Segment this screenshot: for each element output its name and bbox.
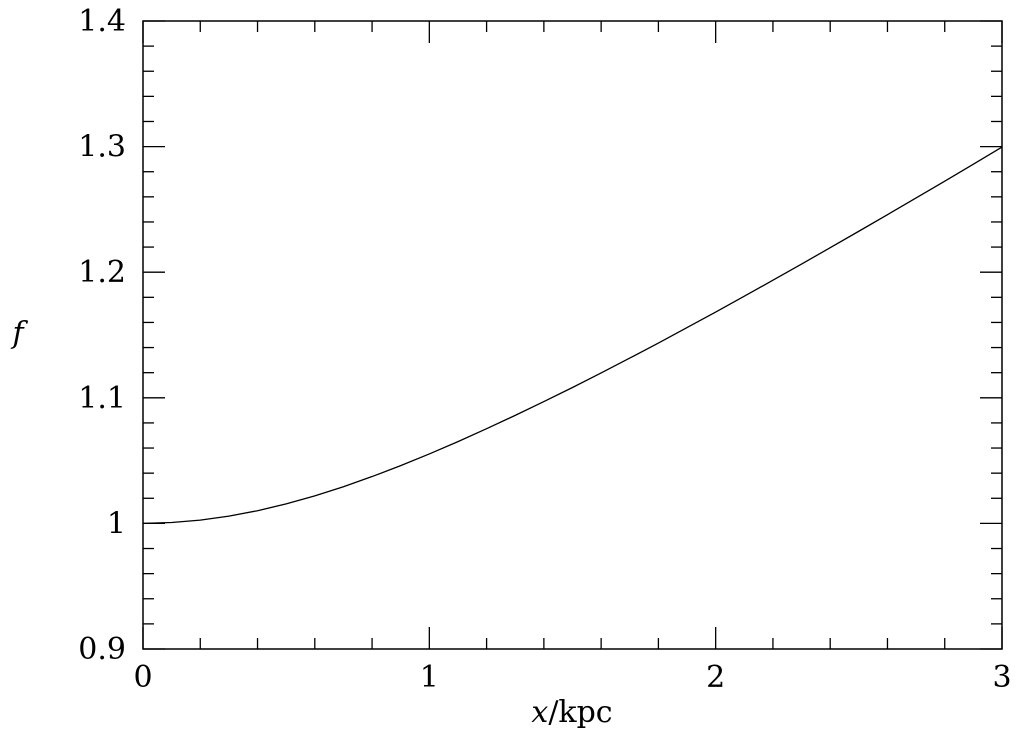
- y-tick-label: 1.2: [78, 255, 126, 290]
- x-axis-label: x/kpc: [531, 695, 612, 730]
- y-tick-label: 1.3: [78, 130, 126, 165]
- x-tick-label: 1: [420, 660, 439, 695]
- y-tick-label: 0.9: [78, 632, 126, 667]
- x-axis-label-unit: /kpc: [548, 695, 612, 730]
- series-line: [142, 146, 1003, 525]
- y-tick-label: 1: [107, 506, 126, 541]
- ticks: [142, 20, 1003, 650]
- x-tick-label: 3: [992, 660, 1011, 695]
- plot-frame: [142, 20, 1003, 650]
- y-tick-label: 1.4: [78, 4, 126, 39]
- x-axis-label-var: x: [531, 695, 548, 730]
- x-tick-label: 0: [133, 660, 152, 695]
- x-tick-label: 2: [706, 660, 725, 695]
- y-tick-labels: 0.9 1 1.1 1.2 1.3 1.4: [78, 4, 126, 667]
- y-tick-label: 1.1: [78, 381, 126, 416]
- x-tick-labels: 0 1 2 3: [133, 660, 1011, 695]
- y-axis-label: f: [10, 316, 28, 351]
